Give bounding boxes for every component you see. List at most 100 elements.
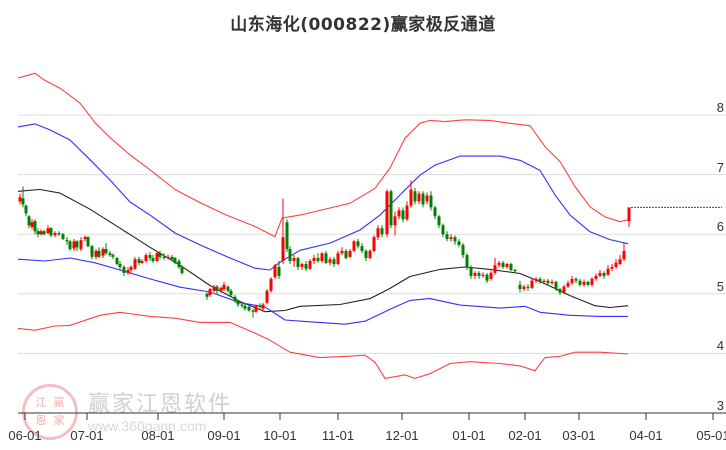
candle-body <box>308 261 312 269</box>
candle-body <box>292 258 296 262</box>
y-tick-label: 5 <box>716 278 724 294</box>
candle-body <box>505 264 509 267</box>
candle-body <box>380 228 384 235</box>
candle-body <box>173 258 177 263</box>
candle-body <box>328 259 332 263</box>
candle-body <box>542 280 546 282</box>
candle-body <box>336 253 340 264</box>
candle-body <box>212 286 216 291</box>
candle-body <box>320 253 324 262</box>
x-tick-label: 07-01 <box>70 428 104 443</box>
candle-body <box>618 259 622 264</box>
candle-body <box>610 266 614 269</box>
x-axis <box>18 412 726 420</box>
candle-body <box>594 275 598 279</box>
candle-body <box>518 284 522 290</box>
candle-body <box>522 286 526 290</box>
candle-body <box>409 189 413 206</box>
candle-body <box>348 250 352 257</box>
x-tick-label: 02-01 <box>508 428 542 443</box>
candle-body <box>277 266 281 276</box>
candle-body <box>300 264 304 267</box>
candle-body <box>65 240 69 242</box>
candle-body <box>372 237 376 251</box>
candle-body <box>129 266 133 270</box>
candle-body <box>90 246 94 257</box>
candle-body <box>449 237 453 239</box>
watermark-logo-icon: 江 赢 恩 家 <box>22 384 78 440</box>
candle-body <box>158 253 162 257</box>
candle-body <box>590 278 594 285</box>
x-tick-label: 09-01 <box>207 428 241 443</box>
candle-body <box>21 198 25 205</box>
candle-body <box>118 264 122 267</box>
candle-body <box>97 250 101 257</box>
candle-body <box>126 269 130 273</box>
candle-body <box>219 287 223 291</box>
candle-body <box>441 225 445 235</box>
x-tick-label: 01-01 <box>452 428 486 443</box>
candle-body <box>421 193 425 205</box>
candle-body <box>33 221 37 232</box>
candle-body <box>155 253 159 262</box>
candle-body <box>393 216 397 226</box>
candle-body <box>53 233 57 236</box>
candle-body <box>481 274 485 276</box>
candle-body <box>397 210 401 217</box>
candle-body <box>39 231 43 235</box>
candle-body <box>558 289 562 293</box>
candle-body <box>606 268 610 275</box>
candle-body <box>457 241 461 245</box>
candle-body <box>240 304 244 306</box>
candle-body <box>509 264 513 270</box>
candle-body <box>233 296 237 301</box>
candle-body <box>137 259 141 263</box>
watermark-logo-char: 恩 <box>35 414 47 427</box>
candle-body <box>79 240 83 250</box>
watermark-url: www.360gann.com <box>88 418 207 434</box>
candle-body <box>265 290 269 303</box>
candle-body <box>413 191 417 202</box>
candle-body <box>586 281 590 285</box>
candle-body <box>368 250 372 259</box>
candle-body <box>57 233 61 235</box>
candle-body <box>513 269 517 272</box>
candle-body <box>61 234 65 239</box>
candle-body <box>296 258 300 267</box>
candle-body <box>316 258 320 262</box>
y-tick-label: 4 <box>716 338 724 354</box>
candle-body <box>222 284 226 290</box>
candle-body <box>578 280 582 285</box>
x-tick-label: 03-01 <box>562 428 596 443</box>
channel-bands <box>17 72 629 379</box>
candle-body <box>180 266 184 273</box>
candle-body <box>385 191 389 235</box>
band-upper_outer <box>17 72 629 238</box>
candle-body <box>72 241 76 249</box>
candle-body <box>144 255 148 262</box>
candle-body <box>473 272 477 276</box>
candle-body <box>215 286 219 291</box>
candle-body <box>49 228 53 236</box>
candle-body <box>122 266 126 273</box>
candle-body <box>562 286 566 293</box>
y-tick-label: 8 <box>716 100 724 115</box>
candle-body <box>258 305 262 307</box>
candle-body <box>538 278 542 282</box>
watermark-logo-char: 赢 <box>53 396 65 409</box>
candle-body <box>437 216 441 226</box>
candle-body <box>360 246 364 251</box>
candle-body <box>208 289 212 295</box>
candle-body <box>111 255 115 257</box>
candle-body <box>465 255 469 267</box>
candle-body <box>429 195 433 208</box>
candle-body <box>151 258 155 262</box>
candle-body <box>401 210 405 220</box>
candle-body <box>285 222 289 250</box>
candle-body <box>501 262 505 267</box>
candle-body <box>497 262 501 266</box>
candle-body <box>344 250 348 259</box>
candle-body <box>453 237 457 242</box>
x-tick-label: 11-01 <box>321 428 355 443</box>
candle-body <box>236 300 240 305</box>
